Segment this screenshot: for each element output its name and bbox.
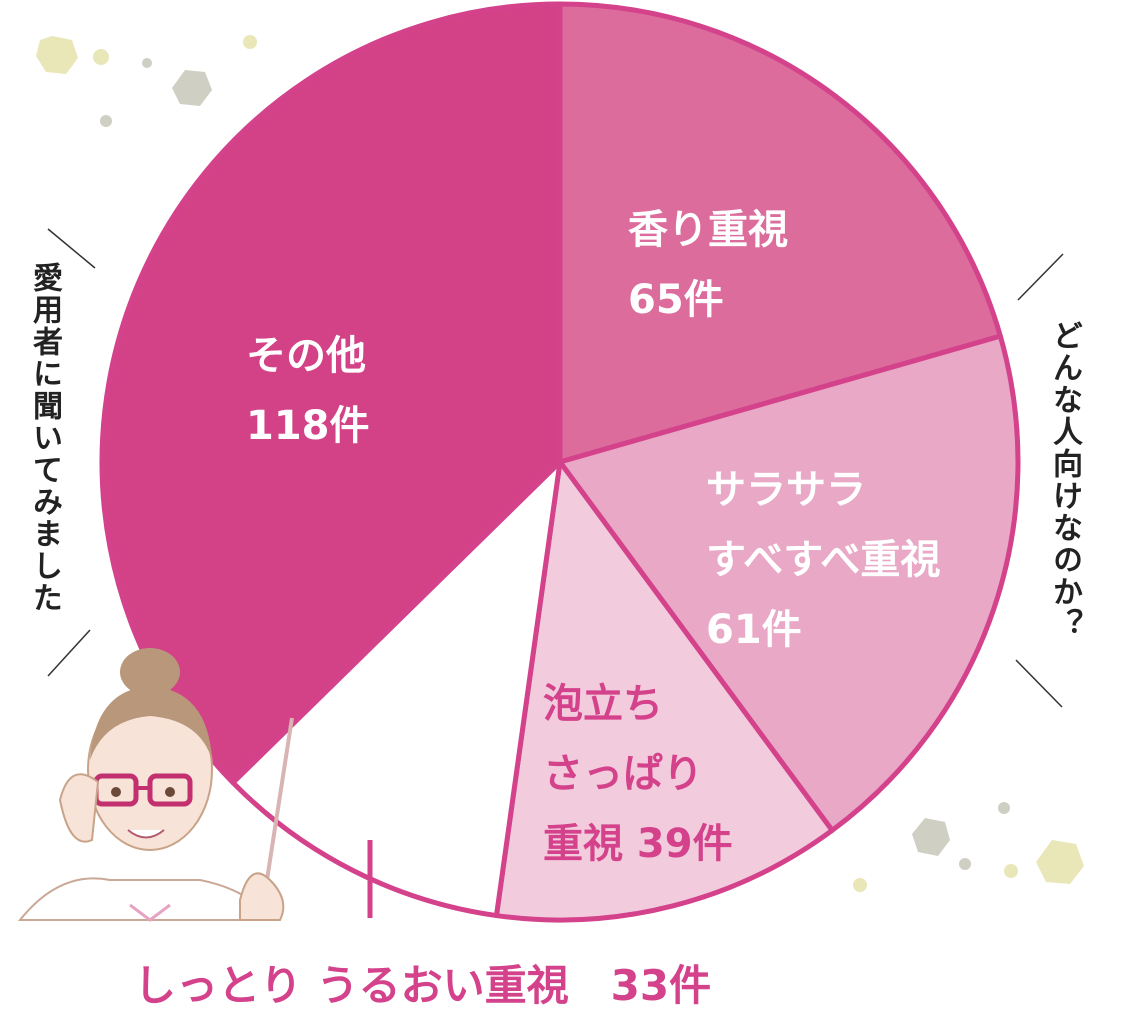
pie-slice-label: 65件 — [628, 277, 724, 323]
decor-dot — [959, 858, 971, 870]
pie-slice-label: 香り重視 — [628, 207, 788, 253]
decor-dot — [912, 818, 950, 856]
pie-slice-label: さっぱり — [543, 751, 703, 797]
right-side-note: どんな人向けなのか？ — [1047, 320, 1082, 640]
decor-dot — [142, 58, 152, 68]
decor-dot — [1036, 840, 1084, 884]
right-note-line-bottom — [1015, 659, 1063, 708]
decor-dot — [853, 878, 867, 892]
teacher-illustration — [0, 648, 300, 1019]
pie-slice-label: サラサラ — [706, 467, 866, 513]
pie-slice-label: 61件 — [706, 607, 802, 653]
decor-dot — [36, 36, 78, 74]
left-note-line-top — [47, 228, 96, 269]
decor-dot — [93, 49, 109, 65]
decor-dot — [100, 115, 112, 127]
pie-slice — [557, 333, 1021, 833]
decor-dot — [1004, 864, 1018, 878]
pie-slice — [557, 1, 1003, 465]
pie-slice-label: すべすべ重視 — [706, 537, 940, 583]
pie-slice-label: その他 — [246, 333, 366, 379]
decor-dot — [172, 70, 212, 106]
pie-slice-label: 重視 39件 — [543, 821, 733, 867]
pie-slice — [493, 459, 835, 923]
pie-slice-label: 泡立ち — [543, 681, 663, 727]
left-side-note: 愛用者に聞いてみました — [27, 262, 62, 614]
decor-dots — [36, 35, 1084, 892]
pie-slice — [230, 459, 563, 919]
pie-slice-label: 118件 — [246, 403, 370, 449]
left-note-line-bottom — [47, 629, 91, 677]
decor-dot — [998, 802, 1010, 814]
pie-slices — [99, 1, 1021, 923]
right-note-line-top — [1017, 253, 1064, 301]
decor-dot — [243, 35, 257, 49]
white-slice-label: しっとり うるおい重視 33件 — [134, 961, 712, 1010]
